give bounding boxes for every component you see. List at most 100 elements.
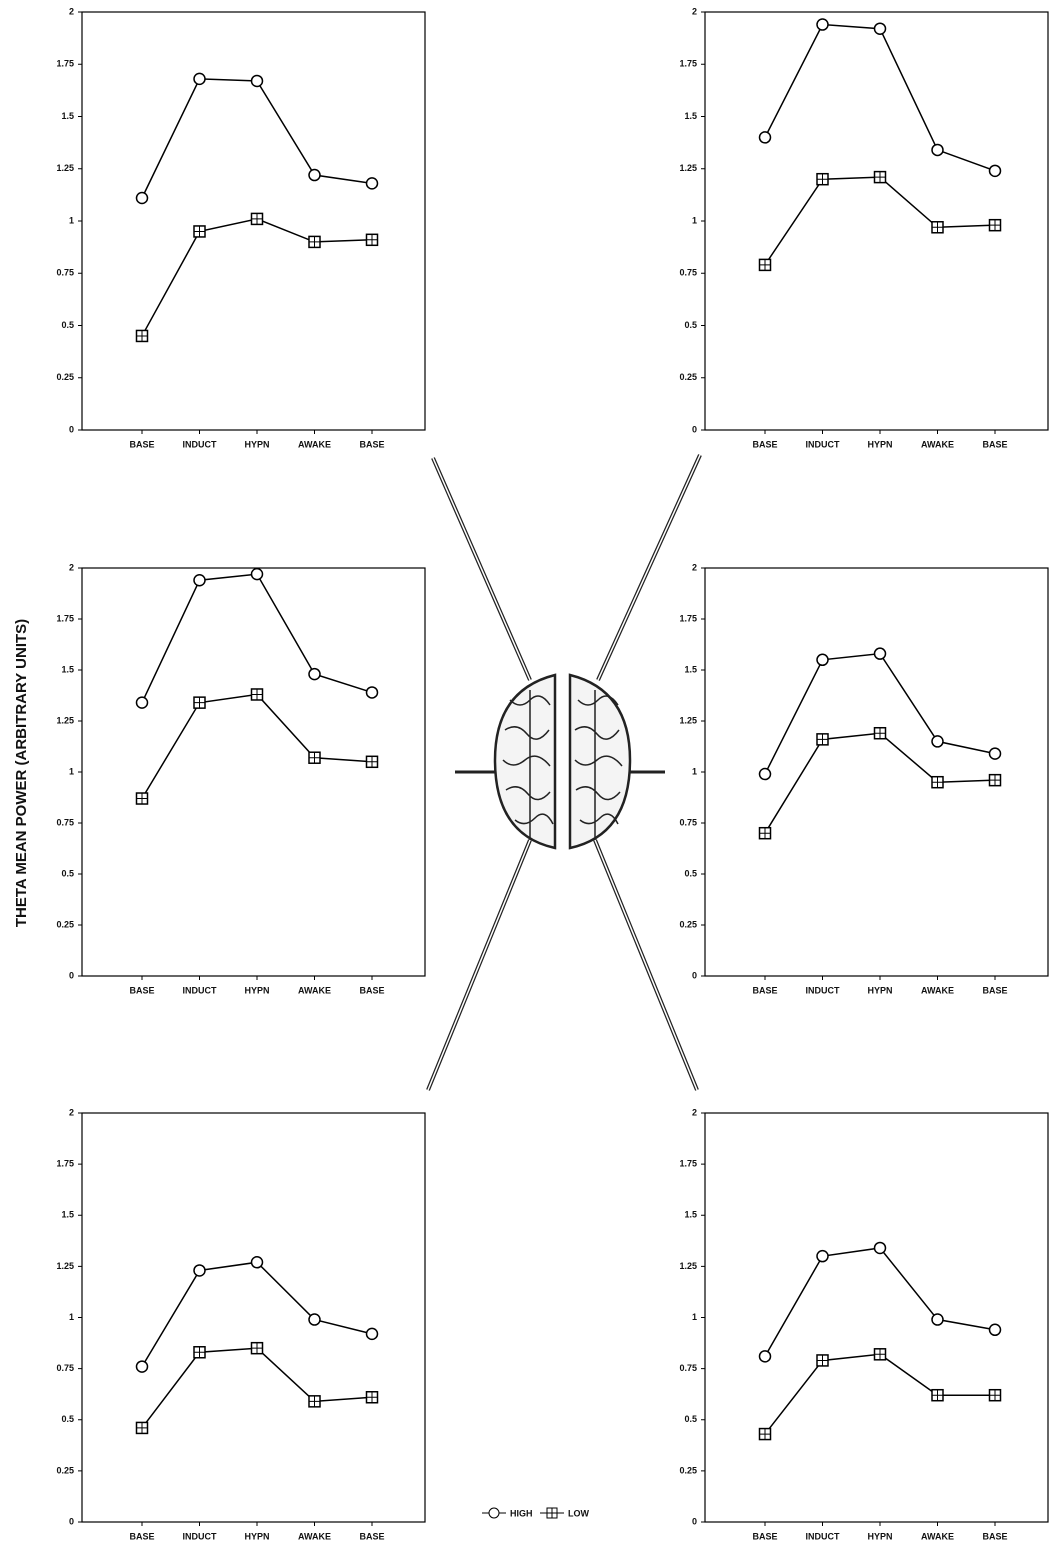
data-point bbox=[760, 132, 771, 143]
y-tick-label: 1 bbox=[692, 1312, 697, 1322]
x-tick-label: HYPN bbox=[244, 1531, 269, 1541]
legend-label: LOW bbox=[568, 1508, 589, 1518]
y-tick-label: 0 bbox=[692, 970, 697, 980]
y-tick-label: 2 bbox=[692, 562, 697, 572]
y-tick-label: 0.75 bbox=[56, 817, 74, 827]
y-tick-label: 1.75 bbox=[679, 1159, 697, 1169]
x-tick-label: BASE bbox=[752, 1531, 777, 1541]
data-point bbox=[367, 178, 378, 189]
y-tick-label: 1.25 bbox=[56, 163, 74, 173]
y-tick-label: 1.5 bbox=[61, 1210, 74, 1220]
data-point bbox=[309, 669, 320, 680]
data-point bbox=[194, 575, 205, 586]
y-tick-label: 2 bbox=[69, 6, 74, 16]
data-point bbox=[990, 748, 1001, 759]
x-tick-label: INDUCT bbox=[806, 439, 840, 449]
data-point bbox=[817, 654, 828, 665]
y-tick-label: 1.5 bbox=[684, 1210, 697, 1220]
data-point bbox=[990, 1324, 1001, 1335]
y-tick-label: 1.5 bbox=[684, 664, 697, 674]
x-tick-label: BASE bbox=[982, 439, 1007, 449]
x-tick-label: HYPN bbox=[244, 439, 269, 449]
y-tick-label: 0.75 bbox=[679, 268, 697, 278]
legend-label: HIGH bbox=[510, 1508, 533, 1518]
y-tick-label: 0 bbox=[692, 1516, 697, 1526]
y-tick-label: 1 bbox=[692, 215, 697, 225]
y-tick-label: 1.25 bbox=[679, 715, 697, 725]
y-tick-label: 1 bbox=[69, 215, 74, 225]
y-tick-label: 0.5 bbox=[61, 868, 74, 878]
y-tick-label: 1.5 bbox=[61, 111, 74, 121]
x-tick-label: INDUCT bbox=[183, 1531, 217, 1541]
data-point bbox=[932, 736, 943, 747]
y-tick-label: 1.25 bbox=[679, 1261, 697, 1271]
y-tick-label: 2 bbox=[69, 562, 74, 572]
y-tick-label: 0.5 bbox=[61, 1414, 74, 1424]
data-point bbox=[252, 1257, 263, 1268]
y-tick-label: 2 bbox=[69, 1107, 74, 1117]
x-tick-label: BASE bbox=[752, 439, 777, 449]
x-tick-label: BASE bbox=[359, 1531, 384, 1541]
x-tick-label: AWAKE bbox=[298, 1531, 331, 1541]
y-tick-label: 1.5 bbox=[684, 111, 697, 121]
y-tick-label: 0.5 bbox=[684, 320, 697, 330]
y-tick-label: 1.75 bbox=[56, 1159, 74, 1169]
data-point bbox=[252, 75, 263, 86]
data-point bbox=[932, 144, 943, 155]
y-tick-label: 1 bbox=[69, 766, 74, 776]
y-tick-label: 0.5 bbox=[684, 1414, 697, 1424]
data-point bbox=[367, 1328, 378, 1339]
data-point bbox=[875, 648, 886, 659]
x-tick-label: AWAKE bbox=[298, 439, 331, 449]
data-point bbox=[309, 1314, 320, 1325]
y-tick-label: 1.5 bbox=[61, 664, 74, 674]
y-tick-label: 1.75 bbox=[56, 59, 74, 69]
y-tick-label: 0.5 bbox=[61, 320, 74, 330]
x-tick-label: BASE bbox=[129, 1531, 154, 1541]
x-tick-label: HYPN bbox=[867, 1531, 892, 1541]
y-tick-label: 0.25 bbox=[679, 919, 697, 929]
data-point bbox=[194, 1265, 205, 1276]
data-point bbox=[990, 165, 1001, 176]
y-tick-label: 0.25 bbox=[56, 1465, 74, 1475]
y-axis-label: THETA MEAN POWER (ARBITRARY UNITS) bbox=[13, 619, 30, 927]
x-tick-label: BASE bbox=[129, 985, 154, 995]
x-tick-label: AWAKE bbox=[921, 1531, 954, 1541]
y-tick-label: 1.75 bbox=[679, 613, 697, 623]
y-tick-label: 2 bbox=[692, 1107, 697, 1117]
figure: THETA MEAN POWER (ARBITRARY UNITS) HIGH … bbox=[0, 0, 1052, 1546]
data-point bbox=[875, 1242, 886, 1253]
data-point bbox=[137, 697, 148, 708]
y-tick-label: 0.25 bbox=[679, 372, 697, 382]
y-tick-label: 0.75 bbox=[679, 1363, 697, 1373]
x-tick-label: HYPN bbox=[244, 985, 269, 995]
x-tick-label: HYPN bbox=[867, 439, 892, 449]
x-tick-label: BASE bbox=[982, 1531, 1007, 1541]
x-tick-label: BASE bbox=[359, 439, 384, 449]
data-point bbox=[137, 1361, 148, 1372]
y-tick-label: 0.75 bbox=[56, 268, 74, 278]
data-point bbox=[194, 73, 205, 84]
data-point bbox=[760, 1351, 771, 1362]
x-tick-label: INDUCT bbox=[183, 985, 217, 995]
data-point bbox=[817, 1251, 828, 1262]
y-tick-label: 0.75 bbox=[679, 817, 697, 827]
y-tick-label: 0.5 bbox=[684, 868, 697, 878]
data-point bbox=[137, 193, 148, 204]
x-tick-label: HYPN bbox=[867, 985, 892, 995]
y-tick-label: 0 bbox=[69, 424, 74, 434]
y-tick-label: 0.25 bbox=[679, 1465, 697, 1475]
y-tick-label: 1.75 bbox=[679, 59, 697, 69]
x-tick-label: AWAKE bbox=[921, 439, 954, 449]
y-tick-label: 0 bbox=[69, 970, 74, 980]
y-tick-label: 1 bbox=[692, 766, 697, 776]
y-tick-label: 0.75 bbox=[56, 1363, 74, 1373]
data-point bbox=[875, 23, 886, 34]
y-tick-label: 2 bbox=[692, 6, 697, 16]
data-point bbox=[932, 1314, 943, 1325]
x-tick-label: INDUCT bbox=[806, 985, 840, 995]
x-tick-label: AWAKE bbox=[298, 985, 331, 995]
y-tick-label: 1 bbox=[69, 1312, 74, 1322]
x-tick-label: BASE bbox=[982, 985, 1007, 995]
y-tick-label: 1.25 bbox=[679, 163, 697, 173]
